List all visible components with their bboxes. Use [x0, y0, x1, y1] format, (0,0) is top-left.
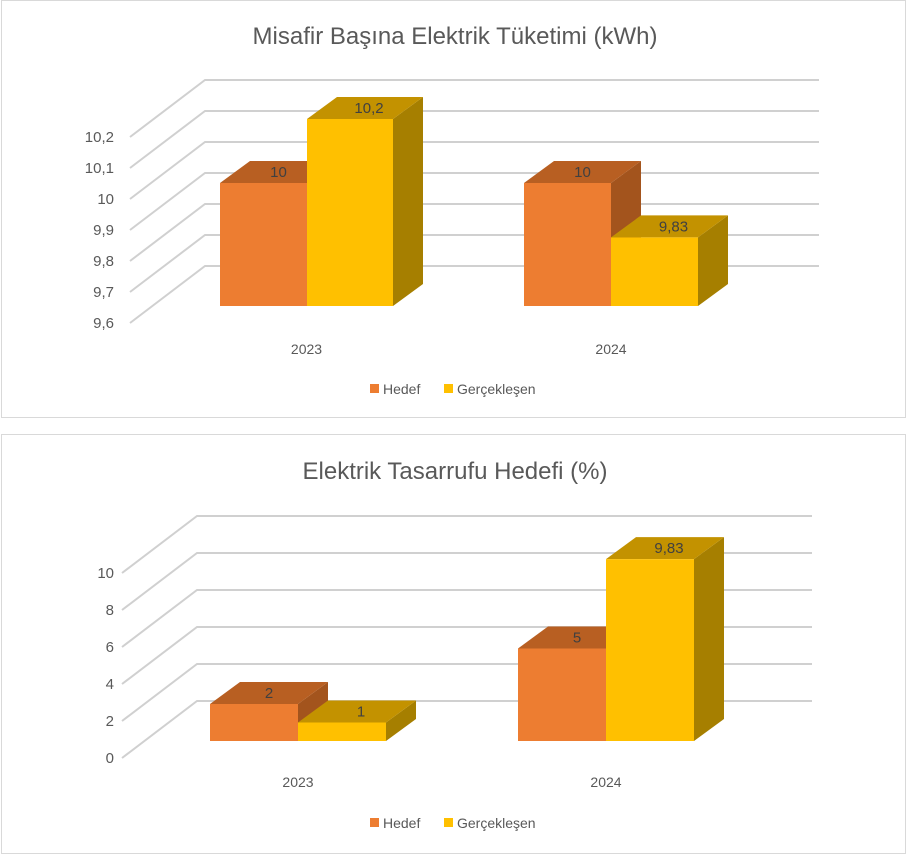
- chart-saving: Elektrik Tasarrufu Hedefi (%) 0 2 4 6 8 10 2 1 20…: [97, 458, 812, 831]
- gridline: [129, 79, 819, 138]
- bar-top-gerçekleşen: [307, 97, 423, 119]
- bar-top-gerçekleşen: [606, 537, 724, 560]
- bar-hedef-2024: [524, 183, 611, 306]
- y-tick-label: 10: [97, 565, 114, 582]
- data-label: 10,2: [354, 100, 383, 117]
- bar-hedef-2024: [518, 648, 606, 741]
- bar-gerçekleşen-2024: [606, 559, 694, 741]
- bar-side-gerçekleşen: [386, 700, 416, 741]
- y-tick-label: 2: [106, 713, 114, 730]
- gridline: [129, 141, 819, 200]
- chart-consumption: Misafir Başına Elektrik Tüketimi (kWh) 9,…: [85, 23, 819, 397]
- bar-hedef-2023: [220, 183, 307, 306]
- y-tick-label: 6: [106, 639, 114, 656]
- data-label: 5: [573, 630, 581, 647]
- data-label: 10: [574, 164, 591, 181]
- y-tick-label: 4: [106, 676, 114, 693]
- data-label: 9,83: [659, 218, 688, 235]
- data-label: 9,83: [654, 540, 683, 557]
- legend-swatch-gerçekleşen: [444, 384, 453, 393]
- y-tick-label: 10: [97, 191, 114, 208]
- gridline: [129, 110, 819, 169]
- y-tick-label: 9,9: [93, 222, 114, 239]
- y-tick-label: 9,7: [93, 284, 114, 301]
- bar-top-gerçekleşen: [298, 700, 416, 723]
- bar-side-gerçekleşen: [393, 97, 423, 306]
- legend-swatch-hedef: [370, 384, 379, 393]
- gridline: [121, 515, 812, 574]
- data-label: 10: [270, 164, 287, 181]
- chart-title: Misafir Başına Elektrik Tüketimi (kWh): [253, 23, 658, 50]
- x-category-label: 2023: [282, 774, 313, 790]
- x-category-label: 2024: [595, 341, 626, 357]
- data-label: 2: [265, 685, 273, 702]
- data-label: 1: [357, 704, 365, 721]
- chart-panel-consumption: Misafir Başına Elektrik Tüketimi (kWh) 9,…: [1, 0, 906, 418]
- y-tick-label: 10,2: [85, 129, 114, 146]
- y-tick-label: 8: [106, 602, 114, 619]
- y-tick-label: 0: [106, 750, 114, 767]
- bar-gerçekleşen-2024: [611, 237, 698, 306]
- bar-hedef-2023: [210, 704, 298, 741]
- bar-gerçekleşen-2023: [298, 722, 386, 741]
- bar-gerçekleşen-2023: [307, 119, 393, 306]
- bar-side-gerçekleşen: [698, 215, 728, 306]
- y-tick-label: 9,6: [93, 315, 114, 332]
- bar-top-hedef: [210, 682, 328, 704]
- legend-label: Gerçekleşen: [457, 381, 536, 397]
- gridline: [121, 552, 812, 611]
- y-tick-label: 9,8: [93, 253, 114, 270]
- y-tick-label: 10,1: [85, 160, 114, 177]
- legend-label: Hedef: [383, 381, 420, 397]
- bar-side-gerçekleşen: [694, 537, 724, 741]
- x-category-label: 2023: [291, 341, 322, 357]
- bar-top-gerçekleşen: [611, 215, 728, 238]
- x-category-label: 2024: [590, 774, 621, 790]
- legend-swatch-gerçekleşen: [444, 818, 453, 827]
- legend-label: Gerçekleşen: [457, 815, 536, 831]
- chart-title: Elektrik Tasarrufu Hedefi (%): [303, 458, 608, 485]
- bar-top-hedef: [524, 161, 641, 183]
- legend-label: Hedef: [383, 815, 420, 831]
- chart-panel-saving: Elektrik Tasarrufu Hedefi (%) 0 2 4 6 8 10 2 1 20…: [1, 434, 906, 854]
- legend-swatch-hedef: [370, 818, 379, 827]
